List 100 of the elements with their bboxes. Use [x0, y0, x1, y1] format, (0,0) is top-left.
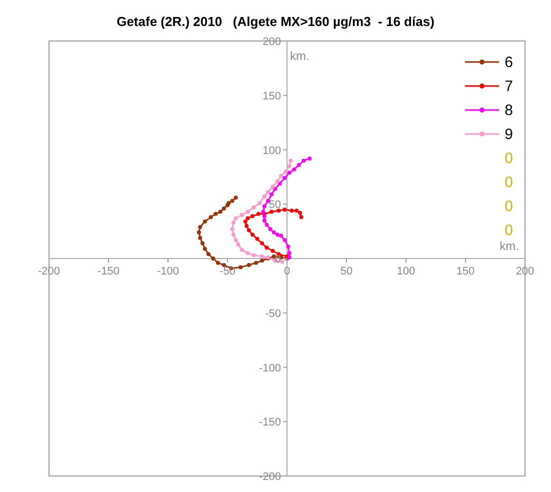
point: [234, 238, 238, 242]
point: [296, 162, 301, 167]
point: [198, 224, 202, 229]
y-tick-label: 100: [262, 144, 281, 157]
point: [234, 196, 238, 200]
point: [250, 214, 254, 218]
point: [287, 251, 292, 256]
point: [268, 227, 272, 232]
point: [308, 156, 312, 160]
point: [206, 252, 210, 256]
point: [299, 215, 304, 220]
point: [246, 216, 250, 220]
x-tick-label: 100: [396, 266, 416, 278]
point: [236, 242, 240, 246]
point: [298, 210, 302, 215]
legend-label: 9: [504, 126, 513, 142]
point: [246, 228, 251, 232]
point: [286, 244, 290, 249]
y-axis-title: km.: [290, 49, 310, 63]
x-tick-label: -150: [97, 266, 120, 278]
point: [222, 206, 226, 210]
point: [208, 215, 213, 220]
point: [270, 192, 274, 196]
legend-label: 0: [504, 174, 513, 190]
point: [260, 258, 264, 263]
y-tick-label: 50: [268, 199, 281, 212]
point: [252, 253, 256, 258]
point: [275, 232, 280, 237]
point: [231, 220, 236, 225]
point: [246, 210, 250, 214]
legend-label: 7: [504, 78, 513, 94]
point: [244, 224, 249, 228]
point: [260, 254, 264, 258]
point: [231, 232, 236, 237]
point: [202, 220, 207, 224]
point: [198, 236, 202, 240]
y-tick-label: -150: [258, 416, 281, 429]
point: [262, 214, 266, 218]
legend-label: 0: [504, 222, 513, 238]
point: [270, 210, 274, 214]
point: [256, 212, 260, 216]
point: [234, 216, 238, 220]
point: [292, 167, 296, 172]
point: [196, 230, 201, 234]
x-tick-label: 50: [340, 266, 353, 278]
point: [200, 241, 205, 246]
legend-label: 0: [504, 198, 513, 214]
y-tick-label: 150: [262, 90, 281, 102]
point: [258, 201, 262, 206]
point: [243, 220, 248, 224]
point: [294, 208, 299, 213]
point: [250, 232, 254, 237]
chart-title: Getafe (2R.) 2010 (Algete MX>160 µg/m3 - 16 días): [116, 14, 436, 29]
y-tick-label: -50: [265, 308, 281, 320]
point: [254, 260, 258, 265]
point: [276, 208, 281, 213]
point: [290, 208, 294, 213]
point: [264, 246, 269, 250]
point: [266, 190, 270, 194]
point: [255, 236, 260, 241]
point: [284, 170, 288, 174]
point: [282, 238, 287, 242]
point: [246, 251, 250, 256]
point: [282, 176, 287, 180]
x-tick-label: -50: [220, 266, 236, 278]
y-tick-label: 0: [274, 254, 281, 266]
x-axis-title: km.: [500, 238, 519, 252]
point: [275, 179, 280, 184]
point: [262, 194, 266, 199]
point: [240, 213, 244, 217]
point: [262, 204, 266, 208]
point: [280, 260, 284, 264]
point: [230, 227, 234, 232]
point: [287, 170, 292, 175]
point: [288, 158, 293, 163]
legend-label: 8: [504, 102, 513, 118]
point: [282, 208, 287, 212]
point: [279, 174, 284, 178]
point: [240, 248, 244, 252]
point: [216, 260, 220, 265]
point: [287, 255, 292, 260]
point: [264, 222, 269, 227]
point: [230, 198, 234, 203]
point: [252, 205, 256, 210]
point: [302, 158, 306, 163]
x-tick-label: -100: [156, 266, 180, 278]
legend-label: 6: [504, 54, 513, 70]
point: [238, 265, 243, 270]
point: [272, 230, 276, 234]
point: [262, 218, 266, 222]
x-tick-label: 150: [456, 266, 475, 278]
point: [270, 248, 275, 253]
point: [218, 210, 222, 214]
legend-label: 0: [504, 150, 513, 166]
point: [214, 212, 218, 216]
point: [211, 256, 216, 260]
point: [202, 246, 207, 251]
point: [270, 184, 275, 189]
point: [287, 164, 292, 168]
point: [279, 234, 284, 238]
